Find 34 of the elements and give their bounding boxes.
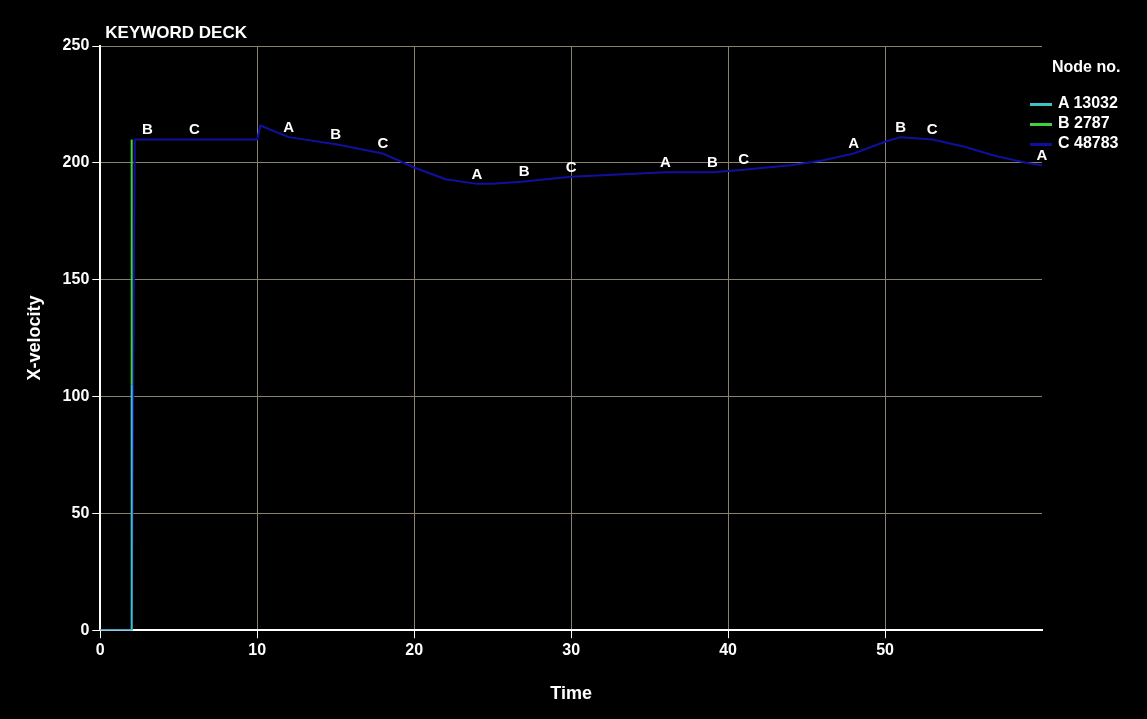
annotation: C <box>738 150 750 168</box>
x-tick-label: 40 <box>719 641 738 659</box>
annotation: A <box>848 134 860 152</box>
y-tick-label: 50 <box>71 503 90 521</box>
y-tick-label: 250 <box>62 36 90 54</box>
x-tick-label: 50 <box>876 641 895 659</box>
annotation: B <box>330 124 342 142</box>
annotation: A <box>1036 145 1048 163</box>
legend-label: A 13032 <box>1057 94 1119 113</box>
legend-title: Node no. <box>1052 58 1121 76</box>
annotation: C <box>565 157 577 175</box>
annotation: A <box>283 117 295 135</box>
annotation: C <box>189 120 201 138</box>
y-tick-label: 150 <box>62 270 90 288</box>
annotation: B <box>895 117 907 135</box>
chart-title: KEYWORD DECK <box>105 23 248 43</box>
x-tick-label: 30 <box>562 641 581 659</box>
y-tick-label: 100 <box>62 386 90 404</box>
legend-label: C 48783 <box>1057 134 1120 153</box>
annotation: B <box>141 120 153 138</box>
legend-label: B 2787 <box>1057 114 1111 133</box>
annotation: B <box>518 162 530 180</box>
annotation: C <box>377 134 389 152</box>
x-tick-label: 0 <box>95 641 105 659</box>
x-axis-title: Time <box>550 683 592 704</box>
y-tick-label: 0 <box>80 620 90 638</box>
x-tick-label: 10 <box>248 641 267 659</box>
y-axis-title: X-velocity <box>23 295 44 381</box>
annotation: A <box>471 164 483 182</box>
y-tick-label: 200 <box>62 153 90 171</box>
annotation: C <box>926 120 938 138</box>
annotation: B <box>706 152 718 170</box>
annotation: A <box>659 152 671 170</box>
x-tick-label: 20 <box>405 641 424 659</box>
